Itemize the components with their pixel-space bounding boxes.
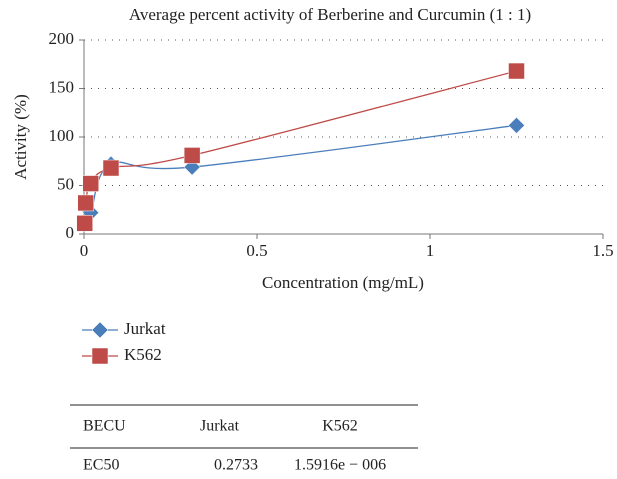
marker xyxy=(508,62,525,80)
y-axis-label: Activity (%) xyxy=(11,94,30,179)
y-tick-label: 0 xyxy=(66,223,75,242)
table-header: K562 xyxy=(322,418,358,435)
series-line xyxy=(84,70,517,224)
legend-label: K562 xyxy=(124,345,162,364)
x-tick-label: 0 xyxy=(80,241,89,260)
chart-title: Average percent activity of Berberine an… xyxy=(129,5,531,24)
x-tick-label: 1.5 xyxy=(592,241,613,260)
table-cell: 1.5916e − 006 xyxy=(294,457,386,474)
y-tick-label: 200 xyxy=(49,29,75,48)
marker xyxy=(76,215,93,232)
marker xyxy=(77,194,94,212)
table-cell: EC50 xyxy=(83,457,119,474)
legend-label: Jurkat xyxy=(124,319,166,338)
x-tick-label: 1 xyxy=(426,241,435,260)
marker xyxy=(508,117,525,134)
series-line xyxy=(84,124,517,225)
marker xyxy=(91,347,109,365)
table-cell: 0.2733 xyxy=(214,457,258,474)
y-tick-label: 50 xyxy=(57,174,74,193)
x-tick-label: 0.5 xyxy=(246,241,267,260)
y-tick-label: 100 xyxy=(49,126,75,145)
x-axis-label: Concentration (mg/mL) xyxy=(262,273,424,292)
marker xyxy=(102,159,120,177)
marker xyxy=(91,321,109,339)
table-header: Jurkat xyxy=(200,418,240,435)
table: BECU Jurkat K562 EC50 0.2733 1.5916e − 006 xyxy=(70,404,418,474)
table-header: BECU xyxy=(83,418,126,435)
y-tick-label: 150 xyxy=(49,77,75,96)
marker xyxy=(183,147,201,164)
marker xyxy=(82,175,99,192)
